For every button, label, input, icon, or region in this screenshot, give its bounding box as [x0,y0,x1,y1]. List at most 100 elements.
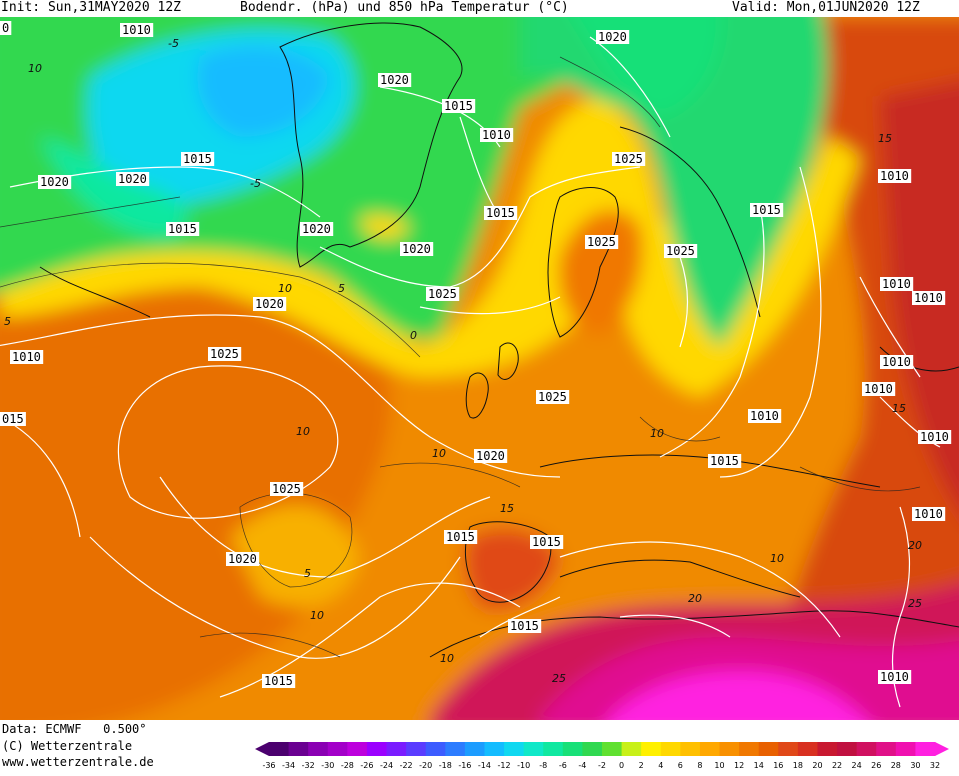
svg-text:1010: 1010 [880,169,909,183]
svg-text:1015: 1015 [168,222,197,236]
colorbar-tick-label: -32 [302,761,315,770]
colorbar-swatch [915,742,936,756]
svg-text:015: 015 [2,412,24,426]
colorbar-tick-label: 18 [793,761,803,770]
temp-label-15-a: 15 [500,502,514,515]
svg-text:1025: 1025 [666,244,695,258]
isobar-labels: 1020 102010151010101510201015102010251010… [0,21,952,688]
isobar-1010-b: 1010 [878,169,912,183]
svg-text:1010: 1010 [880,670,909,684]
isobar-1025-d: 1025 [612,152,646,166]
colorbar-swatch [484,742,505,756]
isobar-1010-j: 1010 [748,409,782,423]
isobar-1015-b: 1015 [442,99,476,113]
map-header: Init: Sun,31MAY2020 12Z Bodendr. (hPa) u… [0,0,959,17]
colorbar-swatch [406,742,427,756]
isobar-1015-i: 1015 [262,674,296,688]
svg-text:1020: 1020 [302,222,331,236]
isobar-1015-j: 1015 [166,222,200,236]
temp-label-5-d: 5 [304,567,311,580]
temp-label-10-b: 10 [278,282,292,295]
colorbar-swatch [602,742,623,756]
isobar-1010-e: 1010 [912,291,946,305]
isobar-1025-c: 1025 [664,244,698,258]
temp-label-10-e: 10 [440,652,454,665]
colorbar-tick-label: -22 [400,761,413,770]
temp-label-15-b: 15 [878,132,892,145]
valid-time: Valid: Mon,01JUN2020 12Z [732,0,920,15]
temp-label-10-g: 10 [650,427,664,440]
isobar-1020-h: 1020 [226,552,260,566]
map-footer: Data: ECMWF 0.500° (C) Wetterzentrale ww… [0,720,959,770]
colorbar-swatch [582,742,603,756]
colorbar-tick-label: 26 [871,761,881,770]
colorbar-swatch [464,742,485,756]
isobar-1015-e: 1015 [444,530,478,544]
temp-label-10-d: 10 [432,447,446,460]
svg-text:1010: 1010 [482,128,511,142]
colorbar-swatch [386,742,407,756]
temp-label-20-b: 20 [908,539,922,552]
colorbar-swatch [680,742,701,756]
colorbar-tick-label: 10 [714,761,724,770]
isobar-1010-k: 1010 [878,670,912,684]
temp-label-25-a: 25 [908,597,922,610]
colorbar-tick-label: 0 [619,761,624,770]
svg-text:1010: 1010 [122,23,151,37]
colorbar-swatch [876,742,897,756]
colorbar-tick-label: 12 [734,761,744,770]
isobar-1015-c: 1015 [484,206,518,220]
svg-text:1010: 1010 [882,277,911,291]
colorbar-tick-label: -36 [262,761,275,770]
isobar-1010-a: 1010 [480,128,514,142]
colorbar-left-arrow [255,742,269,756]
website-link[interactable]: www.wetterzentrale.de [2,755,154,769]
svg-text:1020: 1020 [118,172,147,186]
colorbar-tick-label: -8 [539,761,547,770]
colorbar-tick-label: 28 [891,761,901,770]
colorbar-swatch [308,742,329,756]
temp-label-20-a: 20 [688,592,702,605]
colorbar-right-arrow [935,742,949,756]
svg-text:1015: 1015 [444,99,473,113]
svg-text:1020: 1020 [598,30,627,44]
isobar-1015-h: 1015 [508,619,542,633]
svg-text:1025: 1025 [210,347,239,361]
colorbar-tick-label: -6 [559,761,567,770]
svg-text:1015: 1015 [486,206,515,220]
isobar-1025-b: 1025 [585,235,619,249]
isobar-1015-f: 1015 [530,535,564,549]
colorbar-tick-label: -2 [598,761,606,770]
colorbar-swatch [817,742,838,756]
colorbar-swatch [797,742,818,756]
colorbar-tick-label: -24 [380,761,393,770]
colorbar-tick-label: -10 [517,761,530,770]
colorbar-tick-label: -12 [498,761,511,770]
colorbar-tick-label: 30 [910,761,920,770]
isobar-1025-g: 1025 [270,482,304,496]
isobar-1020-i: 1020 [253,297,287,311]
colorbar-swatch [347,742,368,756]
isobar-1010-h: 1010 [918,430,952,444]
svg-text:1015: 1015 [446,530,475,544]
weather-map: 1020 102010151010101510201015102010251010… [0,17,959,720]
colorbar-tick-label: 2 [639,761,644,770]
colorbar-tick-label: -16 [458,761,471,770]
svg-text:1015: 1015 [532,535,561,549]
colorbar-swatch [366,742,388,756]
isobar-1025-f: 1025 [536,390,570,404]
colorbar-tick-label: -4 [578,761,586,770]
isobar-1015-d: 1015 [750,203,784,217]
svg-text:1010: 1010 [12,350,41,364]
svg-text:0: 0 [2,21,9,35]
isobar-1020-f: 1020 [596,30,630,44]
temp-label-10-f: 10 [770,552,784,565]
svg-text:1020: 1020 [255,297,284,311]
isobar-1015-a: 1015 [181,152,215,166]
isobar-1010-f: 1010 [880,355,914,369]
colorbar-tick-label: -30 [321,761,334,770]
isobar-1020-c: 1020 [378,73,412,87]
svg-text:1020: 1020 [476,449,505,463]
colorbar-swatch [739,742,760,756]
